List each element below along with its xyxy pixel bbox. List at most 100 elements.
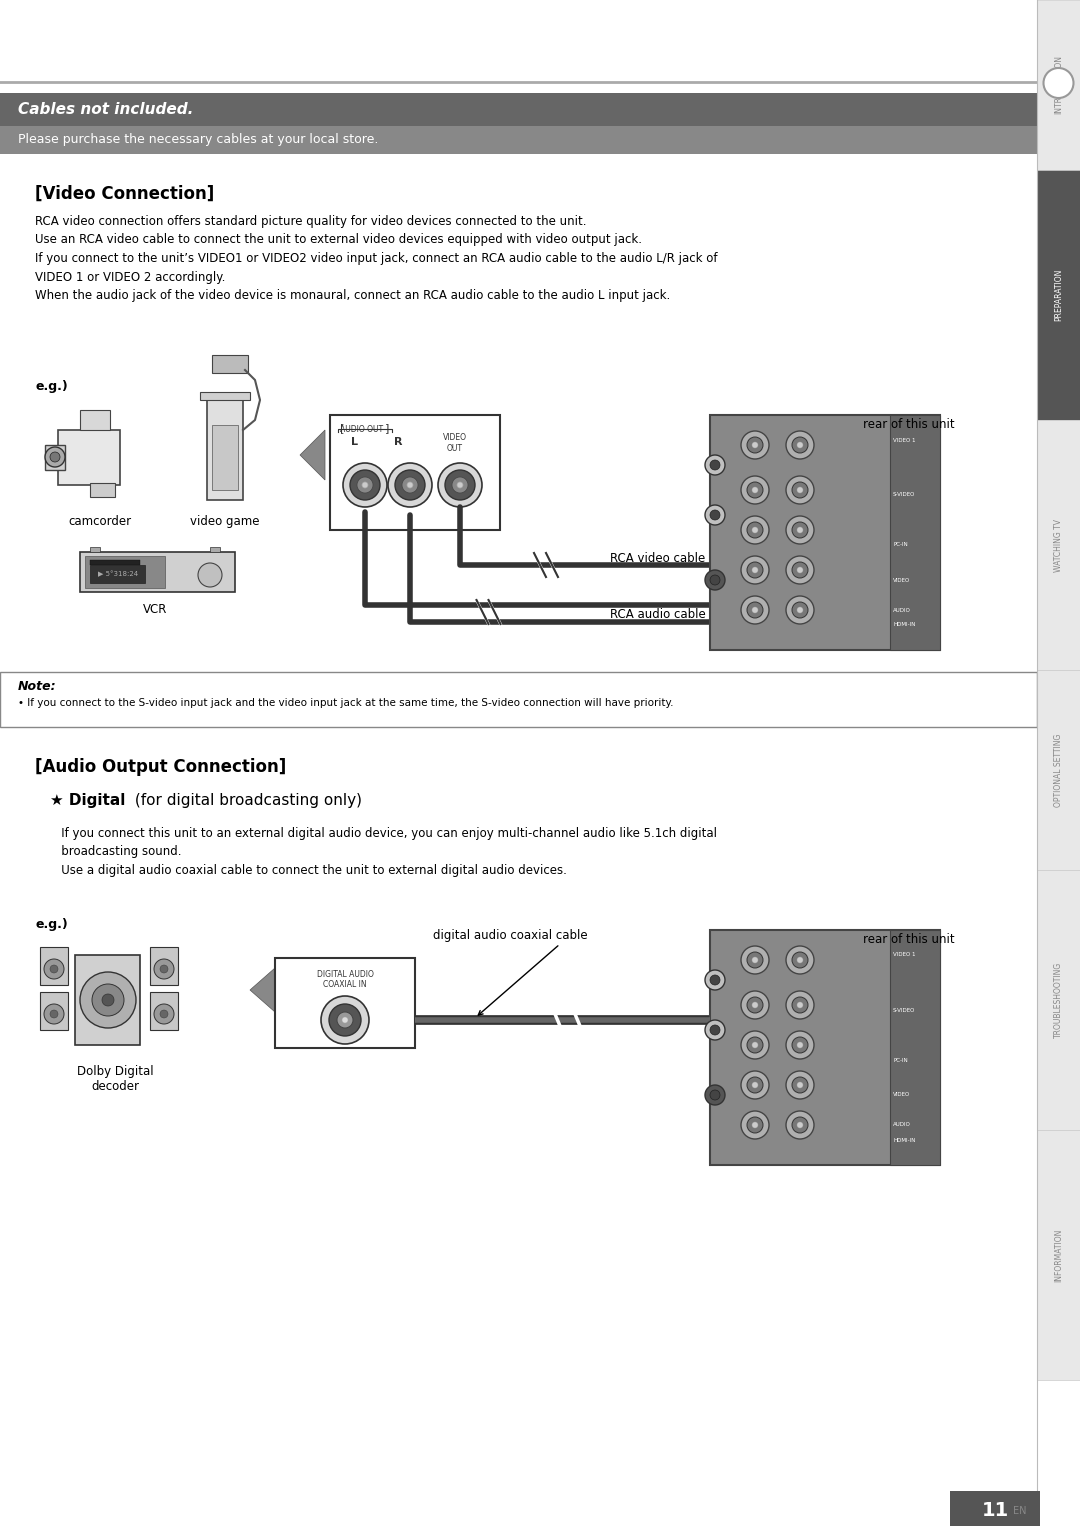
Text: [: [ — [340, 423, 345, 433]
Circle shape — [747, 522, 762, 539]
Circle shape — [402, 478, 418, 493]
Text: 11: 11 — [982, 1500, 1009, 1520]
Text: e.g.): e.g.) — [35, 380, 68, 394]
Circle shape — [357, 478, 373, 493]
Circle shape — [797, 957, 804, 963]
Text: camcorder: camcorder — [68, 514, 132, 528]
Bar — [275, 958, 415, 1048]
Bar — [212, 426, 238, 490]
Circle shape — [457, 482, 463, 488]
Circle shape — [786, 555, 814, 584]
Bar — [150, 992, 178, 1030]
Text: (for digital broadcasting only): (for digital broadcasting only) — [130, 794, 362, 807]
Circle shape — [786, 516, 814, 543]
Bar — [40, 948, 68, 984]
Text: RCA video connection offers standard picture quality for video devices connected: RCA video connection offers standard pic… — [35, 215, 717, 302]
Circle shape — [741, 1032, 769, 1059]
Text: rear of this unit: rear of this unit — [863, 932, 955, 946]
Text: rear of this unit: rear of this unit — [863, 418, 955, 430]
Circle shape — [321, 996, 369, 1044]
Bar — [710, 415, 940, 650]
Text: PC-IN: PC-IN — [893, 1058, 908, 1062]
Text: S-VIDEO: S-VIDEO — [893, 493, 916, 497]
Circle shape — [741, 430, 769, 459]
Circle shape — [752, 1003, 758, 1009]
Bar — [950, 1491, 1040, 1526]
Circle shape — [792, 1117, 808, 1132]
Circle shape — [786, 990, 814, 1019]
Text: R: R — [394, 436, 402, 447]
Circle shape — [343, 462, 387, 507]
Circle shape — [50, 1010, 58, 1018]
Bar — [1037, 670, 1080, 870]
Text: OPTIONAL SETTING: OPTIONAL SETTING — [1054, 734, 1063, 807]
Circle shape — [198, 563, 222, 588]
Circle shape — [797, 1122, 804, 1128]
Text: EN: EN — [1013, 1506, 1027, 1515]
Circle shape — [786, 597, 814, 624]
Bar — [90, 565, 145, 583]
Text: L: L — [351, 436, 359, 447]
Text: TROUBLESHOOTING: TROUBLESHOOTING — [1054, 961, 1063, 1038]
Text: video game: video game — [190, 514, 260, 528]
Bar — [890, 929, 940, 1164]
Text: If you connect this unit to an external digital audio device, you can enjoy mult: If you connect this unit to an external … — [50, 827, 717, 877]
Circle shape — [741, 990, 769, 1019]
Text: [Audio Output Connection]: [Audio Output Connection] — [35, 758, 286, 777]
Circle shape — [752, 957, 758, 963]
Bar — [210, 546, 220, 552]
Circle shape — [741, 1111, 769, 1138]
Circle shape — [752, 526, 758, 533]
Circle shape — [792, 601, 808, 618]
Circle shape — [710, 1090, 720, 1100]
Circle shape — [792, 482, 808, 497]
Circle shape — [45, 447, 65, 467]
Circle shape — [154, 1004, 174, 1024]
Circle shape — [797, 526, 804, 533]
Circle shape — [797, 443, 804, 449]
Circle shape — [710, 510, 720, 520]
Circle shape — [747, 601, 762, 618]
Circle shape — [154, 958, 174, 980]
Bar — [200, 392, 249, 400]
Text: Please purchase the necessary cables at your local store.: Please purchase the necessary cables at … — [18, 133, 378, 146]
Text: AUDIO: AUDIO — [893, 607, 910, 612]
Circle shape — [797, 607, 804, 613]
Circle shape — [747, 482, 762, 497]
Bar — [85, 555, 165, 588]
Circle shape — [80, 972, 136, 1029]
Circle shape — [747, 1117, 762, 1132]
Bar — [1037, 0, 1080, 169]
Circle shape — [786, 1111, 814, 1138]
Circle shape — [705, 1085, 725, 1105]
Circle shape — [747, 436, 762, 453]
Text: digital audio coaxial cable: digital audio coaxial cable — [433, 929, 588, 942]
Circle shape — [792, 1077, 808, 1093]
Text: Cables not included.: Cables not included. — [18, 102, 193, 118]
Bar — [330, 415, 500, 530]
Bar — [207, 400, 243, 501]
Circle shape — [786, 476, 814, 504]
Text: VIDEO 1: VIDEO 1 — [893, 952, 916, 957]
Circle shape — [160, 964, 168, 974]
Text: ]: ] — [384, 423, 390, 433]
Circle shape — [786, 1032, 814, 1059]
Text: ★ Digital: ★ Digital — [50, 794, 125, 807]
Text: RCA video cable: RCA video cable — [610, 551, 705, 565]
Bar — [90, 484, 114, 497]
Circle shape — [741, 516, 769, 543]
Polygon shape — [58, 430, 120, 485]
Circle shape — [362, 482, 368, 488]
Bar — [1037, 420, 1080, 670]
Circle shape — [741, 555, 769, 584]
Circle shape — [705, 571, 725, 591]
Circle shape — [1043, 69, 1074, 98]
Bar — [0, 93, 1037, 127]
Circle shape — [395, 470, 426, 501]
Circle shape — [160, 1010, 168, 1018]
Text: e.g.): e.g.) — [35, 919, 68, 931]
Text: RCA audio cable: RCA audio cable — [610, 609, 705, 621]
Circle shape — [741, 946, 769, 974]
Circle shape — [337, 1012, 353, 1029]
Circle shape — [407, 482, 413, 488]
